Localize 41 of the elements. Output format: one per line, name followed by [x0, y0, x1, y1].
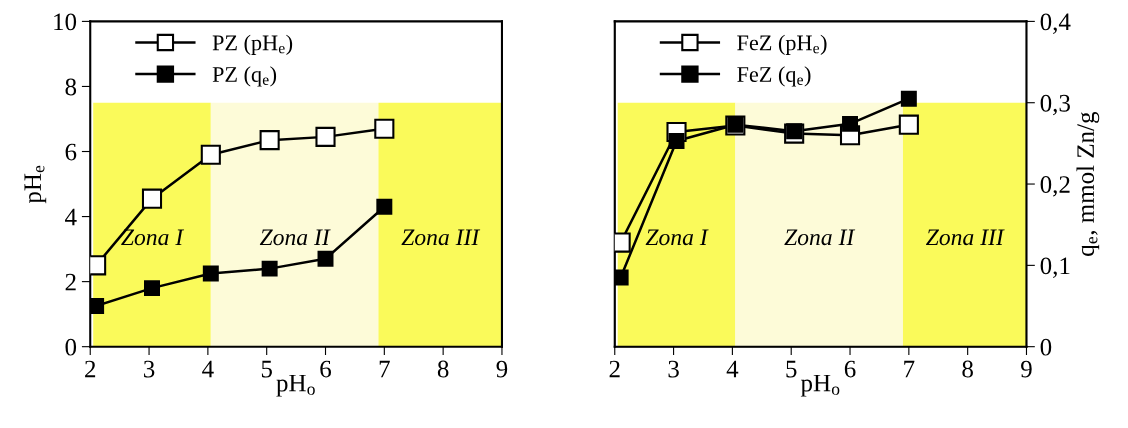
- x-tick-label: 6: [320, 360, 332, 378]
- y-tick-label: 0: [65, 338, 77, 356]
- x-tick-label: 8: [437, 360, 449, 378]
- x-tick-label: 3: [144, 360, 155, 378]
- x-tick-label: 2: [609, 360, 620, 378]
- band-label: Zona III: [925, 229, 1005, 246]
- y-tick-label: 4: [65, 208, 77, 226]
- legend-label: FeZ (pH$_{e}$): [737, 34, 827, 55]
- band-label: Zona III: [401, 229, 481, 246]
- x-tick-label: 5: [261, 360, 272, 378]
- y2-tick-label: 0,2: [1040, 176, 1070, 197]
- band-label: Zona II: [784, 229, 856, 246]
- band-label: Zona II: [259, 229, 331, 246]
- y2-tick-label: 0,1: [1040, 257, 1070, 278]
- y-tick-label: 2: [65, 273, 76, 291]
- x-tick-label: 4: [202, 360, 214, 378]
- x-tick-label: 9: [496, 360, 508, 378]
- y-tick-label: 8: [65, 78, 77, 96]
- x-axis-title: pH$_{o}$: [276, 374, 315, 397]
- band-label: Zona I: [645, 229, 709, 246]
- y2-tick-label: 0,3: [1040, 94, 1070, 116]
- x-tick-label: 3: [668, 360, 679, 378]
- x-tick-label: 7: [379, 360, 390, 378]
- x-tick-label: 7: [904, 360, 915, 378]
- y2-axis-title: q$_{e}$, mmol Zn/g: [1076, 111, 1100, 256]
- legend-label: PZ (q$_{e}$): [212, 66, 277, 87]
- y2-tick-label: 0,4: [1040, 13, 1071, 34]
- y-tick-label: 6: [65, 143, 77, 161]
- y2-tick-label: 0: [1040, 338, 1052, 356]
- legend-label: FeZ (q$_{e}$): [737, 66, 811, 87]
- legend-label: PZ (pH$_{e}$): [212, 34, 293, 55]
- x-axis-title: pH$_{o}$: [800, 374, 840, 397]
- x-tick-label: 9: [1021, 360, 1032, 378]
- x-tick-label: 2: [85, 360, 96, 378]
- x-tick-label: 4: [726, 360, 739, 378]
- y-tick-label: 10: [54, 13, 77, 31]
- y-axis-title: pH$_{e}$: [24, 165, 47, 204]
- x-tick-label: 6: [844, 360, 856, 378]
- x-tick-label: 8: [962, 360, 973, 378]
- x-tick-label: 5: [786, 360, 797, 378]
- band-label: Zona I: [121, 229, 185, 246]
